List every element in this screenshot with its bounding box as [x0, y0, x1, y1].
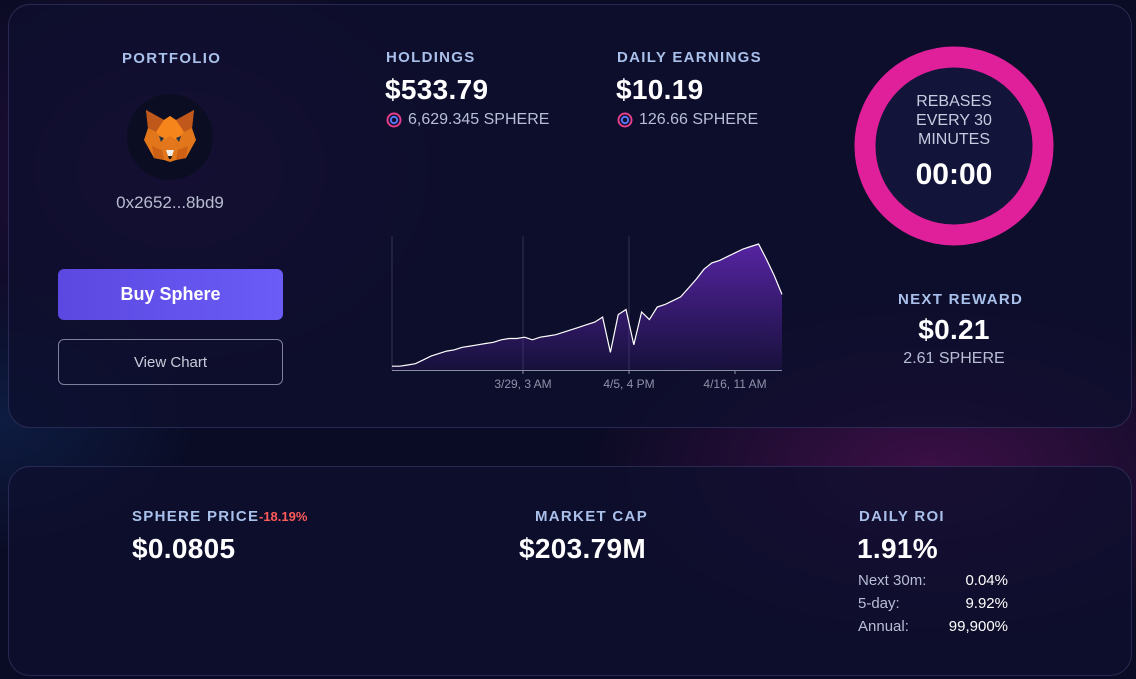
buy-sphere-button[interactable]: Buy Sphere: [58, 269, 283, 320]
sphere-token-icon: [617, 112, 633, 128]
roi-row-value: 9.92%: [965, 595, 1008, 612]
chart-x-tick-label: 4/5, 4 PM: [603, 377, 654, 391]
wallet-avatar: [127, 94, 213, 180]
roi-row-key: Next 30m:: [858, 572, 927, 589]
price-change-badge: -18.19%: [259, 509, 308, 524]
chart-series-line: [392, 243, 783, 367]
chart-x-tick-label: 4/16, 11 AM: [703, 377, 766, 391]
roi-row-key: 5-day:: [858, 595, 900, 612]
next-reward-usd: $0.21: [918, 314, 990, 345]
rebase-interval-text: REBASES EVERY 30 MINUTES: [904, 92, 1004, 149]
daily-earnings-usd: $10.19: [616, 74, 704, 105]
daily-earnings-token-amount: 126.66 SPHERE: [639, 111, 759, 128]
daily-earnings-label: DAILY EARNINGS: [617, 49, 762, 66]
holdings-tokens: 6,629.345 SPHERE: [386, 111, 549, 129]
rebase-progress-arc: [854, 46, 1054, 246]
holdings-token-amount: 6,629.345 SPHERE: [408, 111, 550, 128]
view-chart-button[interactable]: View Chart: [58, 339, 283, 385]
rebase-text-line: EVERY 30: [916, 112, 992, 129]
next-reward-label: NEXT REWARD: [898, 291, 1024, 308]
rebase-countdown-ring: [854, 46, 1054, 246]
sphere-price-value: $0.0805: [132, 533, 236, 564]
roi-row-value: 0.04%: [965, 572, 1008, 589]
chart-area-fill: [392, 244, 782, 370]
roi-row-annual: Annual: 99,900%: [858, 618, 1008, 635]
wallet-address: 0x2652...8bd9: [116, 193, 224, 212]
rebase-text-line: REBASES: [916, 93, 992, 110]
roi-row-value: 99,900%: [948, 618, 1008, 635]
daily-earnings-tokens: 126.66 SPHERE: [617, 111, 758, 129]
roi-row-5-day: 5-day: 9.92%: [858, 595, 1008, 612]
holdings-label: HOLDINGS: [386, 49, 476, 66]
market-cap-value: $203.79M: [519, 533, 646, 564]
holdings-usd: $533.79: [385, 74, 489, 105]
daily-roi-value: 1.91%: [857, 533, 938, 564]
sphere-price-label: SPHERE PRICE: [132, 508, 260, 525]
chart-x-tick-label: 3/29, 3 AM: [494, 377, 551, 391]
market-cap-label: MARKET CAP: [535, 508, 648, 525]
daily-roi-label: DAILY ROI: [859, 508, 945, 525]
next-reward-tokens: 2.61 SPHERE: [903, 350, 1005, 367]
rebase-timer: 00:00: [915, 158, 993, 191]
rebase-text-line: MINUTES: [918, 131, 990, 148]
price-chart[interactable]: 3/29, 3 AM 4/5, 4 PM 4/16, 11 AM: [380, 228, 800, 398]
roi-row-key: Annual:: [858, 618, 909, 635]
metamask-fox-icon: [140, 106, 200, 169]
sphere-token-icon: [386, 112, 402, 128]
portfolio-label: PORTFOLIO: [122, 50, 222, 67]
stats-card: [8, 466, 1132, 676]
roi-row-next-30m: Next 30m: 0.04%: [858, 572, 1008, 589]
